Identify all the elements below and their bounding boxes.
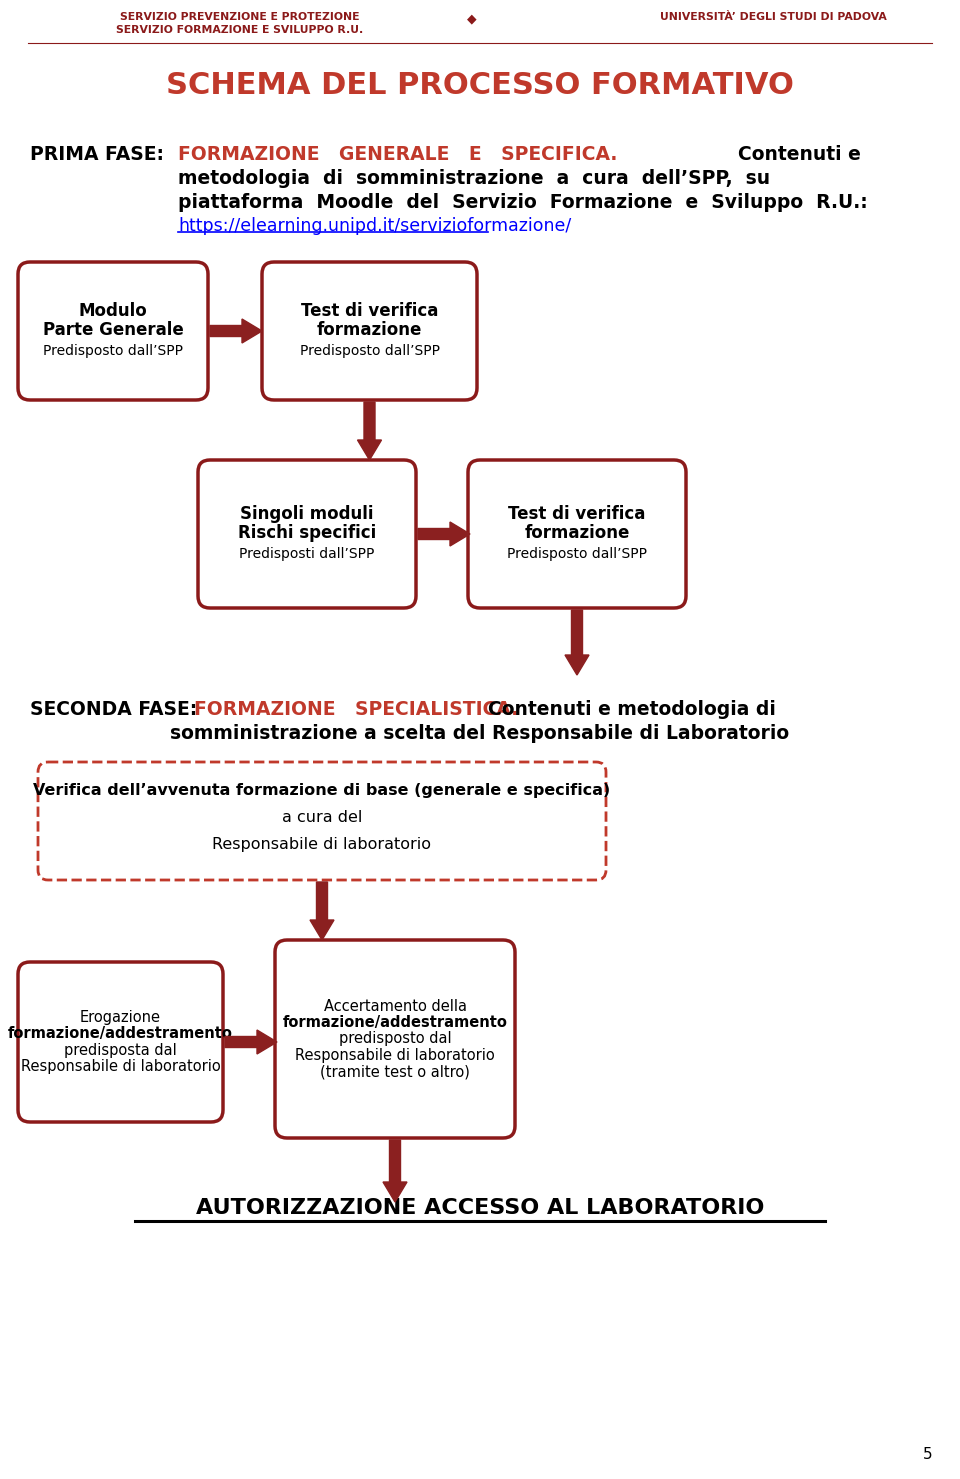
Text: Test di verifica: Test di verifica — [508, 506, 646, 524]
Text: Predisposto dall’SPP: Predisposto dall’SPP — [300, 343, 440, 358]
FancyBboxPatch shape — [468, 460, 686, 608]
Text: Predisposti dall’SPP: Predisposti dall’SPP — [239, 547, 374, 561]
Text: AUTORIZZAZIONE ACCESSO AL LABORATORIO: AUTORIZZAZIONE ACCESSO AL LABORATORIO — [196, 1198, 764, 1219]
Text: Test di verifica: Test di verifica — [300, 302, 438, 321]
Text: formazione: formazione — [317, 321, 422, 339]
Text: somministrazione a scelta del Responsabile di Laboratorio: somministrazione a scelta del Responsabi… — [171, 725, 789, 742]
Text: SERVIZIO FORMAZIONE E SVILUPPO R.U.: SERVIZIO FORMAZIONE E SVILUPPO R.U. — [116, 25, 364, 35]
Text: piattaforma  Moodle  del  Servizio  Formazione  e  Sviluppo  R.U.:: piattaforma Moodle del Servizio Formazio… — [178, 192, 868, 211]
Text: Responsabile di laboratorio: Responsabile di laboratorio — [295, 1047, 494, 1063]
Text: 5: 5 — [923, 1446, 932, 1463]
Text: Contenuti e metodologia di: Contenuti e metodologia di — [488, 700, 776, 719]
Text: predisposto dal: predisposto dal — [339, 1031, 451, 1047]
FancyBboxPatch shape — [198, 460, 416, 608]
Text: ◆: ◆ — [468, 12, 477, 25]
Text: Contenuti e: Contenuti e — [738, 145, 861, 164]
Text: UNIVERSITÀ’ DEGLI STUDI DI PADOVA: UNIVERSITÀ’ DEGLI STUDI DI PADOVA — [660, 12, 887, 22]
Text: Verifica dell’avvenuta formazione di base (generale e specifica): Verifica dell’avvenuta formazione di bas… — [34, 782, 611, 797]
Polygon shape — [418, 522, 470, 546]
Text: (tramite test o altro): (tramite test o altro) — [320, 1063, 470, 1080]
Text: FORMAZIONE   SPECIALISTICA.: FORMAZIONE SPECIALISTICA. — [194, 700, 518, 719]
Polygon shape — [310, 881, 334, 941]
Text: predisposta dal: predisposta dal — [64, 1043, 177, 1057]
Text: Singoli moduli: Singoli moduli — [240, 506, 373, 524]
FancyBboxPatch shape — [262, 262, 477, 399]
Text: Rischi specifici: Rischi specifici — [238, 524, 376, 541]
Text: FORMAZIONE   GENERALE   E   SPECIFICA.: FORMAZIONE GENERALE E SPECIFICA. — [178, 145, 617, 164]
Text: Predisposto dall’SPP: Predisposto dall’SPP — [507, 547, 647, 561]
Text: PRIMA FASE:: PRIMA FASE: — [30, 145, 164, 164]
Text: SECONDA FASE:: SECONDA FASE: — [30, 700, 197, 719]
Text: a cura del: a cura del — [282, 809, 362, 824]
FancyBboxPatch shape — [18, 961, 223, 1123]
Text: https://elearning.unipd.it/servizioformazione/: https://elearning.unipd.it/servizioforma… — [178, 217, 571, 235]
Text: formazione: formazione — [524, 524, 630, 541]
FancyBboxPatch shape — [38, 762, 606, 880]
Polygon shape — [210, 319, 262, 343]
Text: metodologia  di  somministrazione  a  cura  dell’SPP,  su: metodologia di somministrazione a cura d… — [178, 169, 770, 188]
FancyBboxPatch shape — [275, 941, 515, 1137]
FancyBboxPatch shape — [18, 262, 208, 399]
Text: Accertamento della: Accertamento della — [324, 998, 467, 1015]
Text: Erogazione: Erogazione — [80, 1010, 161, 1025]
Polygon shape — [225, 1029, 277, 1055]
Polygon shape — [357, 402, 381, 460]
Polygon shape — [565, 609, 589, 674]
Text: Predisposto dall’SPP: Predisposto dall’SPP — [43, 343, 183, 358]
Text: Parte Generale: Parte Generale — [42, 321, 183, 339]
Text: SCHEMA DEL PROCESSO FORMATIVO: SCHEMA DEL PROCESSO FORMATIVO — [166, 71, 794, 99]
Text: Responsabile di laboratorio: Responsabile di laboratorio — [20, 1059, 221, 1074]
Text: SERVIZIO PREVENZIONE E PROTEZIONE: SERVIZIO PREVENZIONE E PROTEZIONE — [120, 12, 360, 22]
Text: formazione/addestramento: formazione/addestramento — [8, 1026, 233, 1041]
Polygon shape — [383, 1140, 407, 1202]
Text: Modulo: Modulo — [79, 302, 148, 321]
Text: formazione/addestramento: formazione/addestramento — [282, 1015, 508, 1031]
Text: Responsabile di laboratorio: Responsabile di laboratorio — [212, 837, 431, 852]
